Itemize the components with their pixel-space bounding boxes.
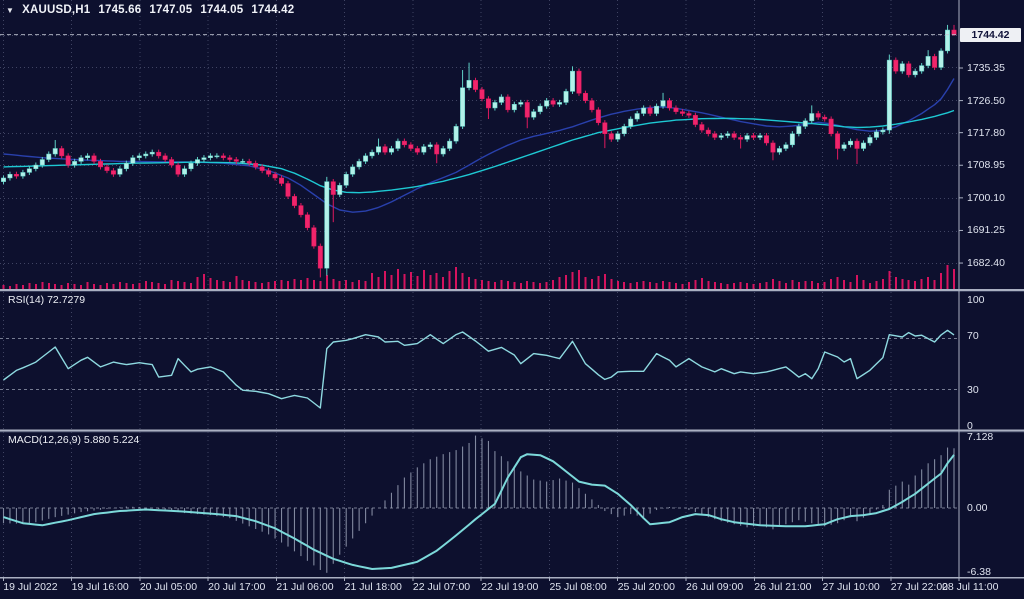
time-axis-label: 20 Jul 17:00 <box>208 581 266 593</box>
time-axis-label: 27 Jul 22:00 <box>890 581 949 593</box>
current-price-tag: 1744.42 <box>960 28 1021 42</box>
price-axis-label: 1717.80 <box>967 126 1005 139</box>
rsi-scale-label: 0 <box>967 420 973 432</box>
rsi-scale-label: 30 <box>967 384 979 396</box>
time-axis-label: 25 Jul 20:00 <box>617 581 675 593</box>
symbol-label: XAUUSD,H1 <box>22 4 91 16</box>
bar-low-value: 1744.05 <box>200 4 244 16</box>
rsi-scale-label: 100 <box>967 294 985 306</box>
price-axis-label: 1700.10 <box>967 191 1005 204</box>
time-axis-label: 27 Jul 10:00 <box>822 581 880 593</box>
time-axis-label: 19 Jul 16:00 <box>71 581 129 593</box>
time-axis-label: 26 Jul 21:00 <box>754 581 812 593</box>
macd-scale-label: 7.128 <box>967 431 994 443</box>
rsi-scale-label: 70 <box>967 330 979 342</box>
price-axis-label: 1691.25 <box>967 224 1005 237</box>
bar-close-value: 1744.42 <box>251 4 295 16</box>
price-axis-label: 1735.35 <box>967 62 1005 74</box>
time-axis-label: 26 Jul 09:00 <box>686 581 744 593</box>
time-axis-label: 22 Jul 07:00 <box>412 581 471 593</box>
time-axis-label: 22 Jul 19:00 <box>481 581 539 593</box>
price-axis-label: 1708.95 <box>967 159 1005 172</box>
time-axis-label: 19 Jul 2022 <box>3 581 58 593</box>
macd-scale-label: -6.38 <box>967 566 991 578</box>
macd-indicator-label: MACD(12,26,9) 5.880 5.224 <box>8 434 140 446</box>
time-axis-label: 20 Jul 05:00 <box>139 581 198 593</box>
time-axis-label: 21 Jul 18:00 <box>344 581 402 593</box>
bar-open-value: 1745.66 <box>98 4 142 16</box>
chart-title: ▼ XAUUSD,H1 1745.66 1747.05 1744.05 1744… <box>6 4 294 16</box>
price-axis-label: 1726.50 <box>967 94 1005 107</box>
symbol-dropdown-icon[interactable]: ▼ <box>6 6 15 15</box>
time-axis-label: 28 Jul 11:00 <box>942 581 999 593</box>
rsi-indicator-label: RSI(14) 72.7279 <box>8 294 86 306</box>
bar-high-value: 1747.05 <box>149 4 193 16</box>
price-axis-label: 1682.40 <box>967 257 1005 270</box>
time-axis-label: 25 Jul 08:00 <box>549 581 607 593</box>
time-axis-label: 21 Jul 06:00 <box>276 581 334 593</box>
macd-scale-label: 0.00 <box>967 502 988 514</box>
